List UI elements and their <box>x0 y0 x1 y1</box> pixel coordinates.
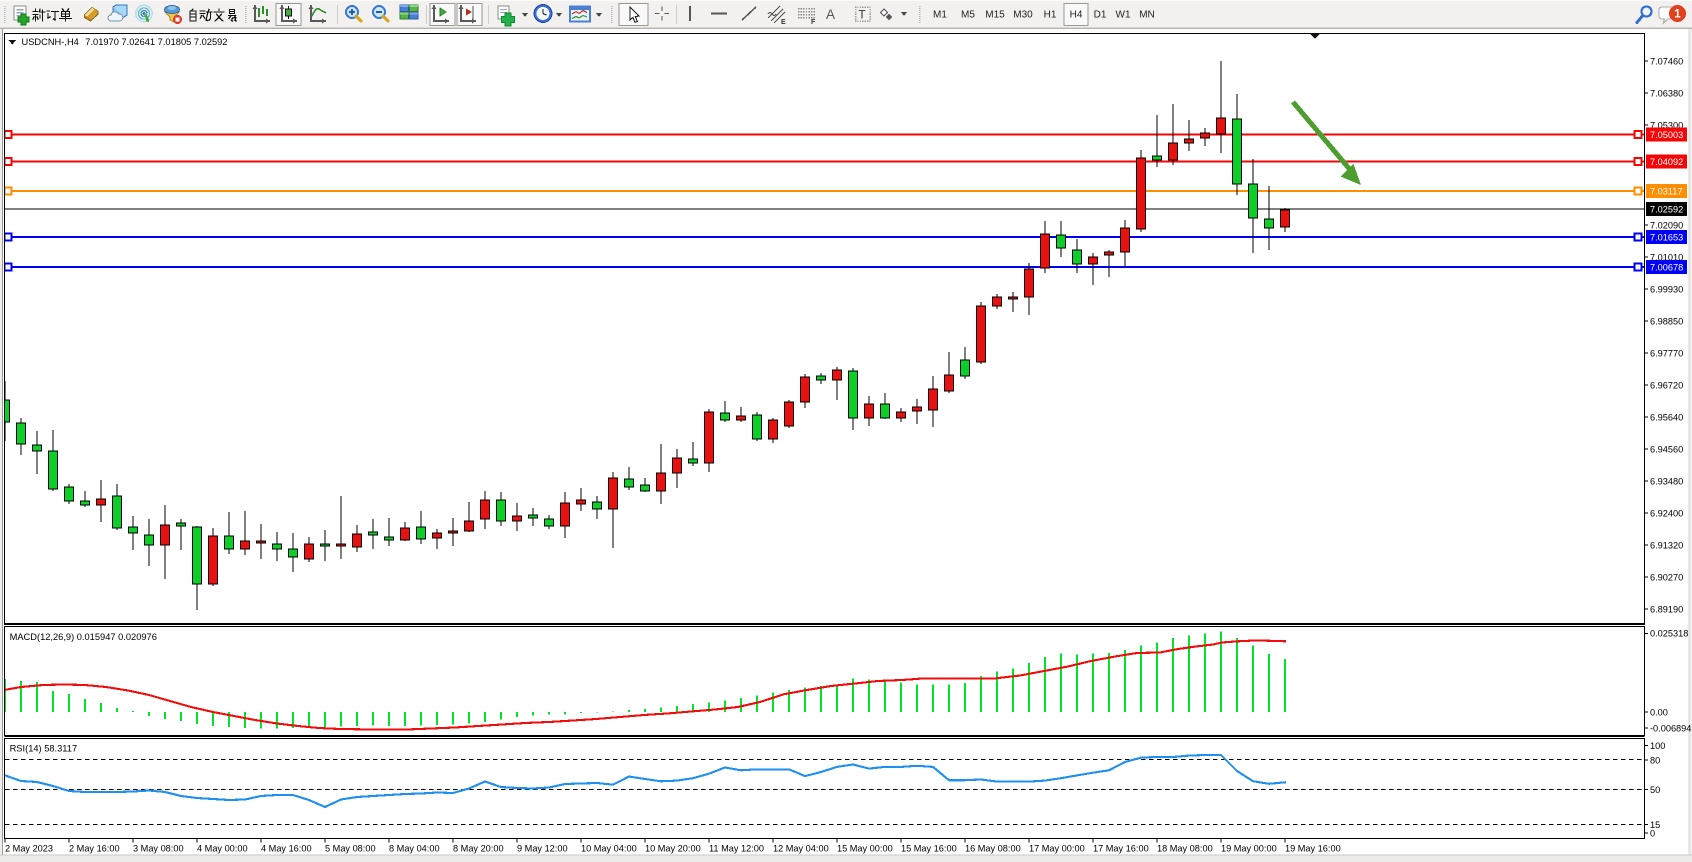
svg-text:6.92400: 6.92400 <box>1650 508 1683 518</box>
svg-text:5 May 08:00: 5 May 08:00 <box>325 844 376 854</box>
svg-text:6.94560: 6.94560 <box>1650 444 1683 454</box>
svg-text:3 May 08:00: 3 May 08:00 <box>133 844 184 854</box>
svg-text:T: T <box>859 10 866 22</box>
svg-text:7.07460: 7.07460 <box>1650 56 1683 66</box>
svg-text:19 May 16:00: 19 May 16:00 <box>1285 844 1341 854</box>
svg-text:2 May 16:00: 2 May 16:00 <box>69 844 120 854</box>
svg-text:2 May 2023: 2 May 2023 <box>5 844 53 854</box>
svg-text:4 May 16:00: 4 May 16:00 <box>261 844 312 854</box>
svg-text:7.00678: 7.00678 <box>1650 262 1683 272</box>
svg-text:0.025318: 0.025318 <box>1650 629 1688 639</box>
svg-text:D1: D1 <box>1094 10 1107 21</box>
svg-text:USDCNH-,H4: USDCNH-,H4 <box>22 37 79 47</box>
svg-text:H4: H4 <box>1070 10 1083 21</box>
svg-text:12 May 04:00: 12 May 04:00 <box>773 844 829 854</box>
svg-text:6.93480: 6.93480 <box>1650 476 1683 486</box>
svg-text:15 May 16:00: 15 May 16:00 <box>901 844 957 854</box>
svg-text:M1: M1 <box>933 10 947 21</box>
svg-text:6.99930: 6.99930 <box>1650 284 1683 294</box>
svg-text:W1: W1 <box>1116 10 1131 21</box>
svg-text:F: F <box>811 19 816 26</box>
svg-text:6.91320: 6.91320 <box>1650 540 1683 550</box>
svg-text:7.01010: 7.01010 <box>1650 252 1683 262</box>
svg-text:80: 80 <box>1650 755 1660 765</box>
svg-text:18 May 08:00: 18 May 08:00 <box>1157 844 1213 854</box>
svg-text:16 May 08:00: 16 May 08:00 <box>965 844 1021 854</box>
svg-text:M30: M30 <box>1013 10 1033 21</box>
svg-text:7.05300: 7.05300 <box>1650 120 1683 130</box>
svg-text:19 May 00:00: 19 May 00:00 <box>1221 844 1277 854</box>
svg-text:50: 50 <box>1650 785 1660 795</box>
svg-text:1: 1 <box>1674 9 1681 21</box>
svg-text:15 May 00:00: 15 May 00:00 <box>837 844 893 854</box>
svg-text:8 May 04:00: 8 May 04:00 <box>389 844 440 854</box>
svg-text:RSI(14) 58.3117: RSI(14) 58.3117 <box>10 744 78 754</box>
svg-text:11 May 12:00: 11 May 12:00 <box>709 844 764 854</box>
svg-text:H1: H1 <box>1044 10 1057 21</box>
svg-text:6.90270: 6.90270 <box>1650 572 1683 582</box>
svg-text:17 May 16:00: 17 May 16:00 <box>1093 844 1149 854</box>
svg-text:7.02090: 7.02090 <box>1650 220 1683 230</box>
svg-text:7.03117: 7.03117 <box>1650 186 1683 196</box>
svg-text:7.06380: 7.06380 <box>1650 88 1683 98</box>
svg-text:7.05003: 7.05003 <box>1650 130 1683 140</box>
svg-text:6.95640: 6.95640 <box>1650 412 1683 422</box>
svg-text:A: A <box>826 7 835 22</box>
svg-text:0.00: 0.00 <box>1650 707 1668 717</box>
svg-text:E: E <box>781 19 786 26</box>
svg-text:6.96720: 6.96720 <box>1650 380 1683 390</box>
svg-text:17 May 00:00: 17 May 00:00 <box>1029 844 1085 854</box>
svg-text:10 May 20:00: 10 May 20:00 <box>645 844 701 854</box>
svg-text:0: 0 <box>1650 828 1655 838</box>
svg-text:-0.006894: -0.006894 <box>1650 723 1691 733</box>
svg-text:6.98850: 6.98850 <box>1650 316 1683 326</box>
svg-text:8 May 20:00: 8 May 20:00 <box>453 844 504 854</box>
svg-text:100: 100 <box>1650 741 1665 751</box>
svg-text:4 May 00:00: 4 May 00:00 <box>197 844 248 854</box>
svg-text:10 May 04:00: 10 May 04:00 <box>581 844 637 854</box>
svg-text:7.01653: 7.01653 <box>1650 232 1683 242</box>
svg-text:7.02592: 7.02592 <box>1650 204 1683 214</box>
svg-text:MACD(12,26,9) 0.015947 0.02097: MACD(12,26,9) 0.015947 0.020976 <box>10 632 157 642</box>
svg-text:15: 15 <box>1650 820 1660 830</box>
svg-text:7.01970 7.02641 7.01805 7.0259: 7.01970 7.02641 7.01805 7.02592 <box>85 37 227 47</box>
svg-text:6.97770: 6.97770 <box>1650 348 1683 358</box>
svg-text:MN: MN <box>1139 10 1155 21</box>
svg-text:M5: M5 <box>961 10 975 21</box>
svg-text:M15: M15 <box>985 10 1005 21</box>
svg-text:7.04092: 7.04092 <box>1650 157 1683 167</box>
svg-text:9 May 12:00: 9 May 12:00 <box>517 844 568 854</box>
svg-text:6.89190: 6.89190 <box>1650 604 1683 614</box>
